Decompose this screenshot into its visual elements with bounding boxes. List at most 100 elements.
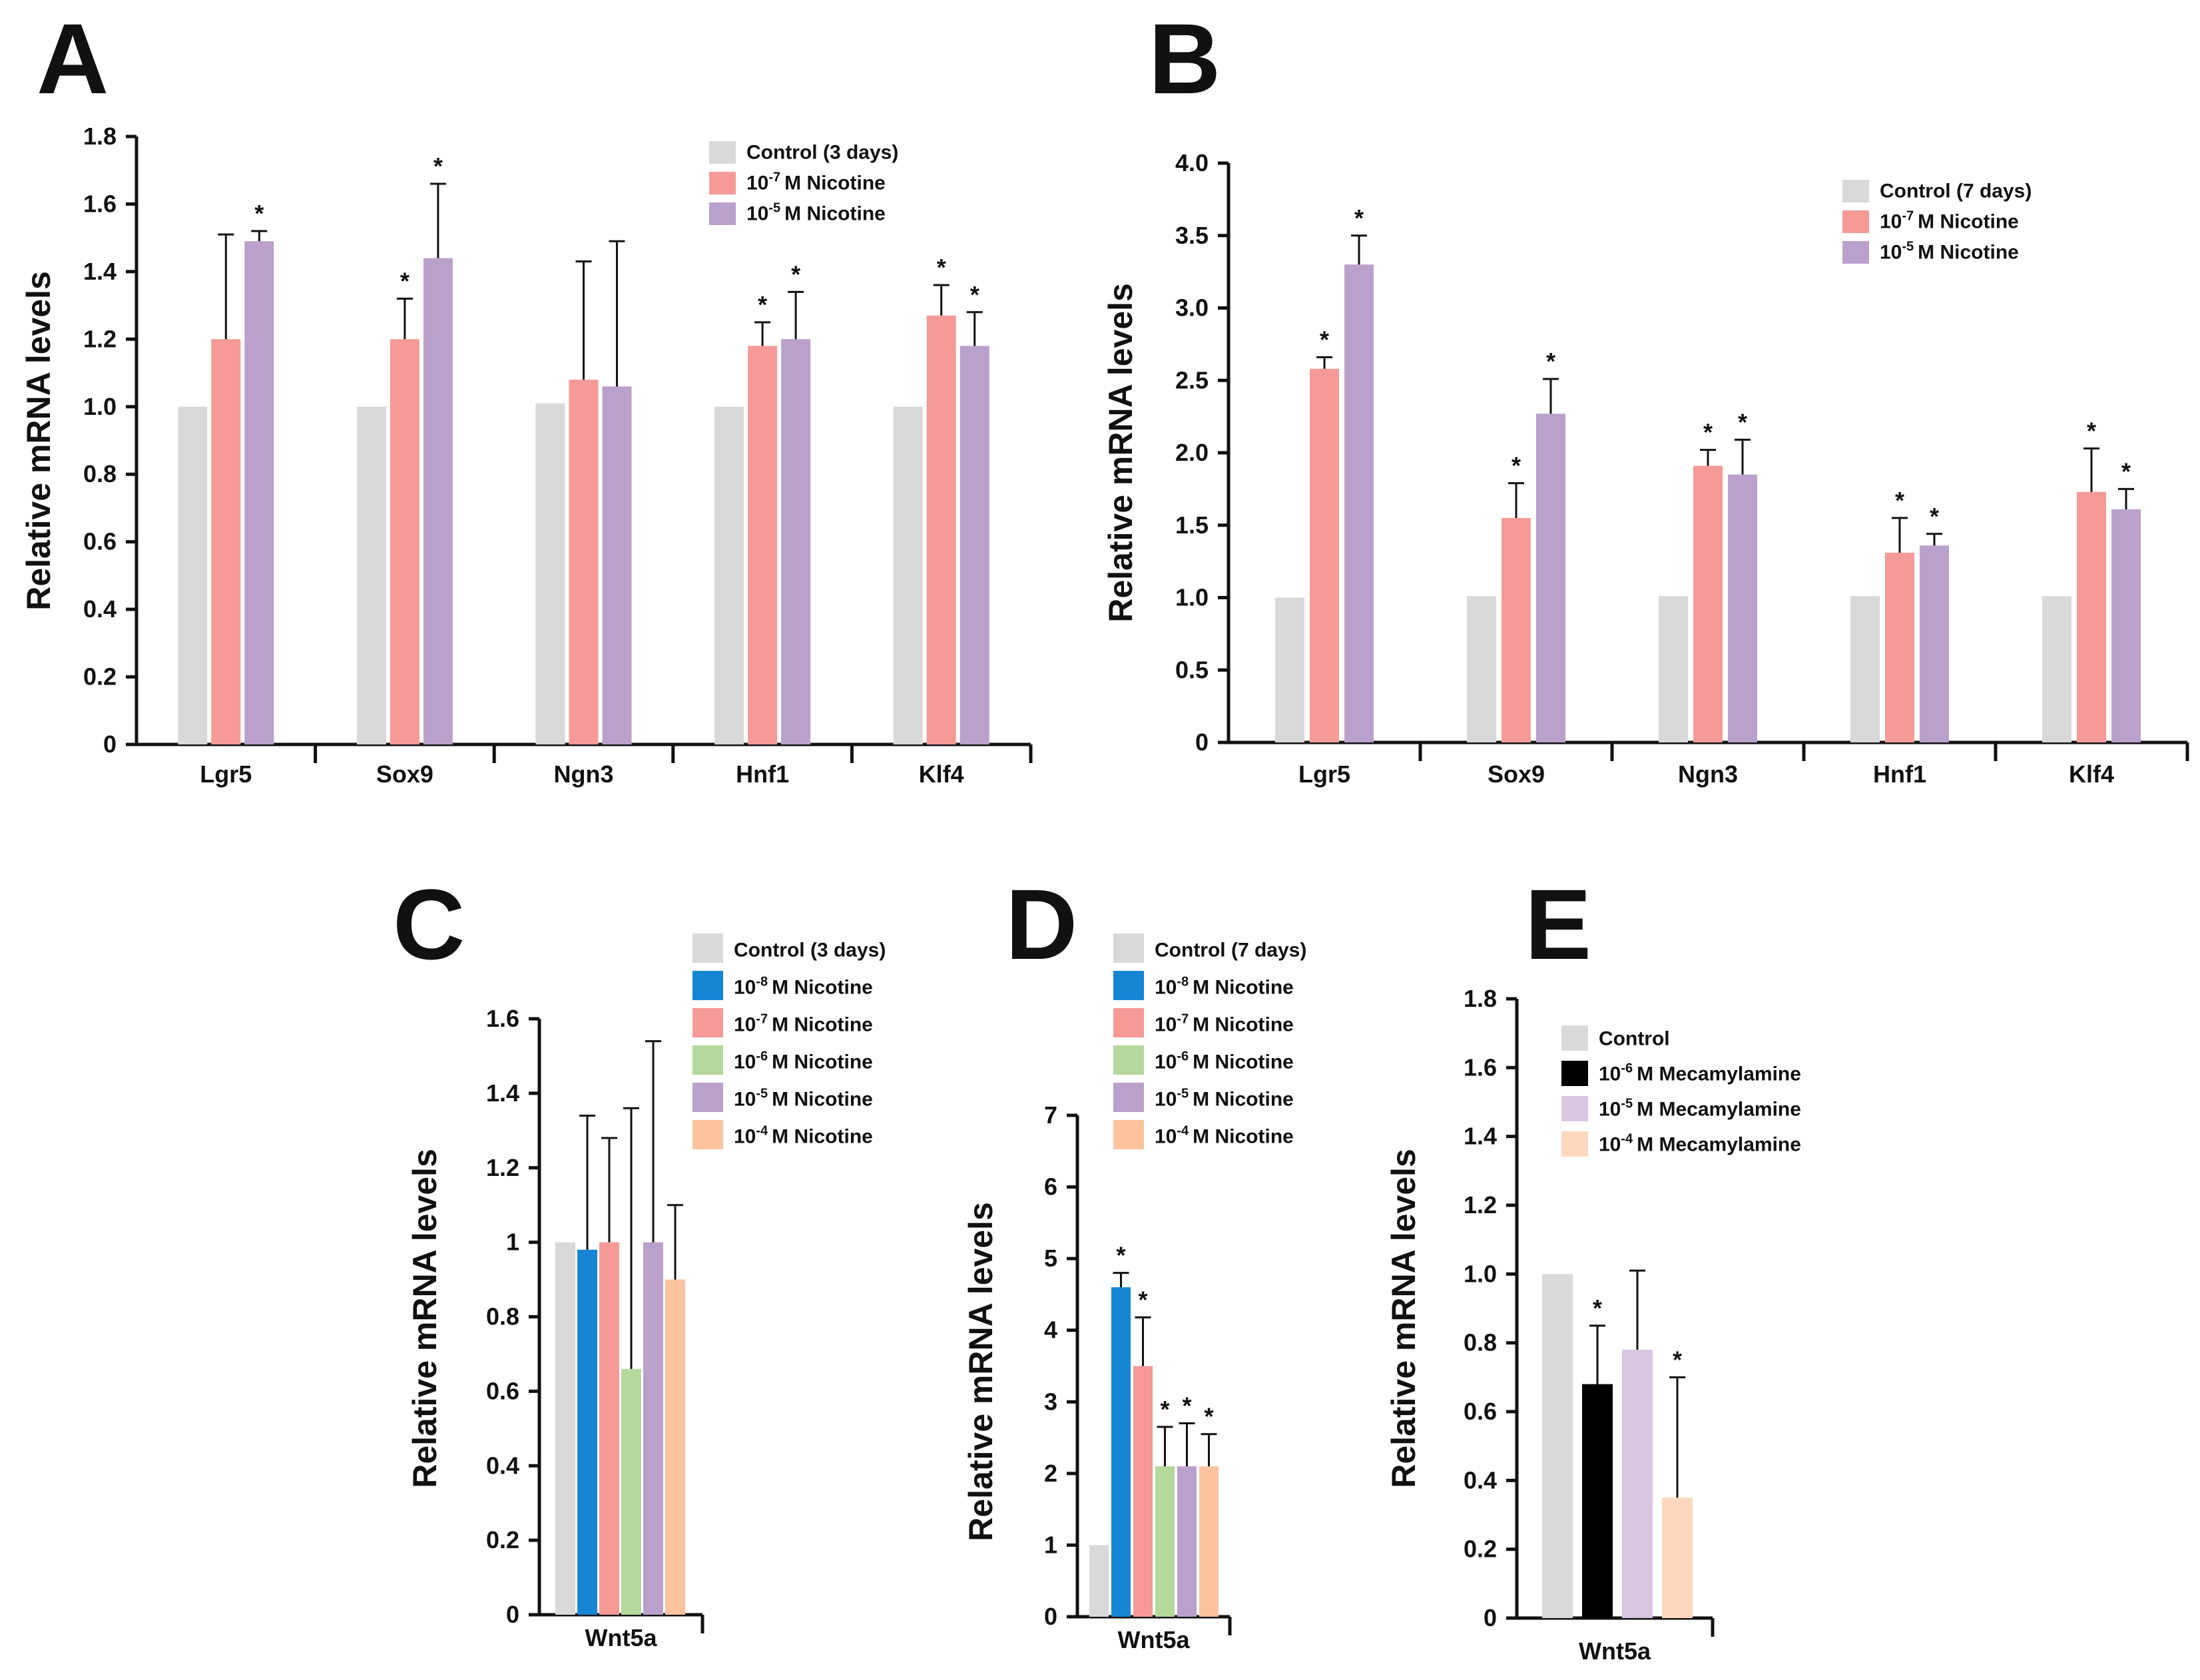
legend-swatch (709, 202, 736, 225)
y-tick-label: 3.0 (1175, 294, 1209, 322)
legend-swatch (1113, 1008, 1144, 1037)
bar (621, 1368, 641, 1615)
legend-label: 10-6 M Nicotine (1155, 1049, 1294, 1073)
y-tick-label: 4 (1044, 1316, 1057, 1344)
significance-mark: * (433, 152, 443, 180)
significance-mark: * (1930, 503, 1939, 530)
legend-text: M Nicotine (1193, 1125, 1294, 1147)
legend-base: 10 (1155, 1051, 1177, 1073)
category-label: Sox9 (376, 760, 433, 788)
y-axis-title: Relative mRNA levels (1102, 283, 1139, 623)
legend-text: M Nicotine (1918, 242, 2019, 264)
y-tick-label: 3 (1044, 1388, 1057, 1415)
bar (1467, 596, 1496, 742)
y-axis-title: Relative mRNA levels (406, 1149, 443, 1488)
y-tick-label: 3.5 (1175, 222, 1209, 249)
bar (893, 406, 923, 744)
significance-mark: * (1182, 1392, 1191, 1420)
legend-exponent: -6 (1621, 1061, 1633, 1076)
bar (1155, 1466, 1175, 1617)
y-tick-label: 0 (103, 730, 117, 758)
significance-mark: * (1593, 1294, 1602, 1322)
legend-base: 10 (1599, 1099, 1621, 1121)
category-label: Wnt5a (585, 1624, 658, 1651)
legend-label: Control (7 days) (1155, 939, 1306, 961)
legend-label: 10-7 M Nicotine (1155, 1011, 1294, 1035)
legend-base: 10 (1599, 1063, 1621, 1085)
significance-mark: * (1354, 204, 1364, 232)
y-tick-label: 1 (506, 1229, 519, 1256)
y-tick-label: 1.6 (1464, 1053, 1497, 1081)
y-tick-label: 0.4 (486, 1452, 519, 1479)
bar (1693, 465, 1723, 742)
y-tick-label: 1.0 (1464, 1260, 1497, 1287)
legend-label: 10-4 M Nicotine (734, 1123, 873, 1147)
y-tick-label: 0.4 (1464, 1466, 1497, 1494)
y-tick-label: 1.4 (83, 258, 117, 285)
category-label: Wnt5a (1579, 1637, 1651, 1665)
bar (1133, 1366, 1153, 1617)
legend-swatch (1842, 180, 1869, 202)
legend-label: 10-5 M Nicotine (746, 201, 886, 225)
legend-base: 10 (1155, 1088, 1177, 1110)
significance-mark: * (1512, 452, 1521, 479)
category-label: Wnt5a (1118, 1626, 1191, 1653)
bar (1582, 1384, 1613, 1618)
bar (1662, 1498, 1693, 1618)
y-axis-title: Relative mRNA levels (20, 271, 57, 611)
significance-mark: * (758, 291, 767, 318)
bar (1111, 1287, 1131, 1617)
y-tick-label: 0.6 (83, 528, 117, 555)
legend-exponent: -5 (756, 1086, 768, 1101)
bar (2042, 596, 2071, 742)
legend-base: 10 (1880, 242, 1902, 264)
y-tick-label: 1.4 (1464, 1123, 1497, 1150)
bar (1310, 368, 1339, 742)
bar (1728, 474, 1757, 742)
legend-text: M Mecamylamine (1637, 1134, 1801, 1156)
legend-swatch (709, 141, 736, 164)
legend-base: 10 (734, 1051, 756, 1073)
legend-exponent: -8 (756, 974, 768, 989)
bar (781, 339, 811, 744)
legend-label: 10-8 M Nicotine (1155, 974, 1294, 998)
y-tick-label: 0.2 (486, 1526, 519, 1553)
legend-label: Control (3 days) (746, 142, 898, 164)
legend-base: 10 (734, 1013, 756, 1035)
legend-base: 10 (1599, 1134, 1621, 1156)
y-tick-label: 1.5 (1175, 511, 1209, 539)
legend-label: 10-5 M Mecamylamine (1599, 1097, 1801, 1121)
y-tick-label: 1.6 (486, 1005, 519, 1032)
category-label: Ngn3 (1678, 760, 1738, 788)
legend-exponent: -6 (756, 1049, 768, 1063)
y-tick-label: 2.5 (1175, 366, 1209, 394)
legend-label: 10-6 M Mecamylamine (1599, 1061, 1801, 1085)
y-tick-label: 1.0 (83, 393, 117, 420)
y-tick-label: 1.2 (486, 1154, 519, 1181)
legend-swatch (1113, 1045, 1144, 1075)
legend-label: Control (7 days) (1880, 180, 2032, 202)
legend-swatch (1113, 1120, 1144, 1149)
y-tick-label: 0.6 (486, 1377, 519, 1404)
legend-exponent: -7 (1902, 209, 1914, 224)
legend-exponent: -4 (1177, 1123, 1189, 1138)
legend-label: 10-4 M Nicotine (1155, 1123, 1294, 1147)
bar (1199, 1466, 1219, 1617)
significance-mark: * (1703, 419, 1713, 446)
significance-mark: * (1160, 1396, 1169, 1423)
y-tick-label: 4.0 (1175, 149, 1209, 176)
y-tick-label: 0.6 (1464, 1398, 1497, 1425)
legend-exponent: -4 (756, 1123, 768, 1138)
legend-label: Control (1599, 1028, 1670, 1050)
legend-swatch (692, 1120, 723, 1149)
bar (1536, 414, 1565, 742)
bar (714, 406, 744, 744)
bar (1850, 596, 1880, 742)
legend-text: M Nicotine (772, 1013, 873, 1035)
bar (577, 1249, 597, 1615)
significance-mark: * (1138, 1286, 1147, 1313)
bar (1885, 553, 1914, 742)
